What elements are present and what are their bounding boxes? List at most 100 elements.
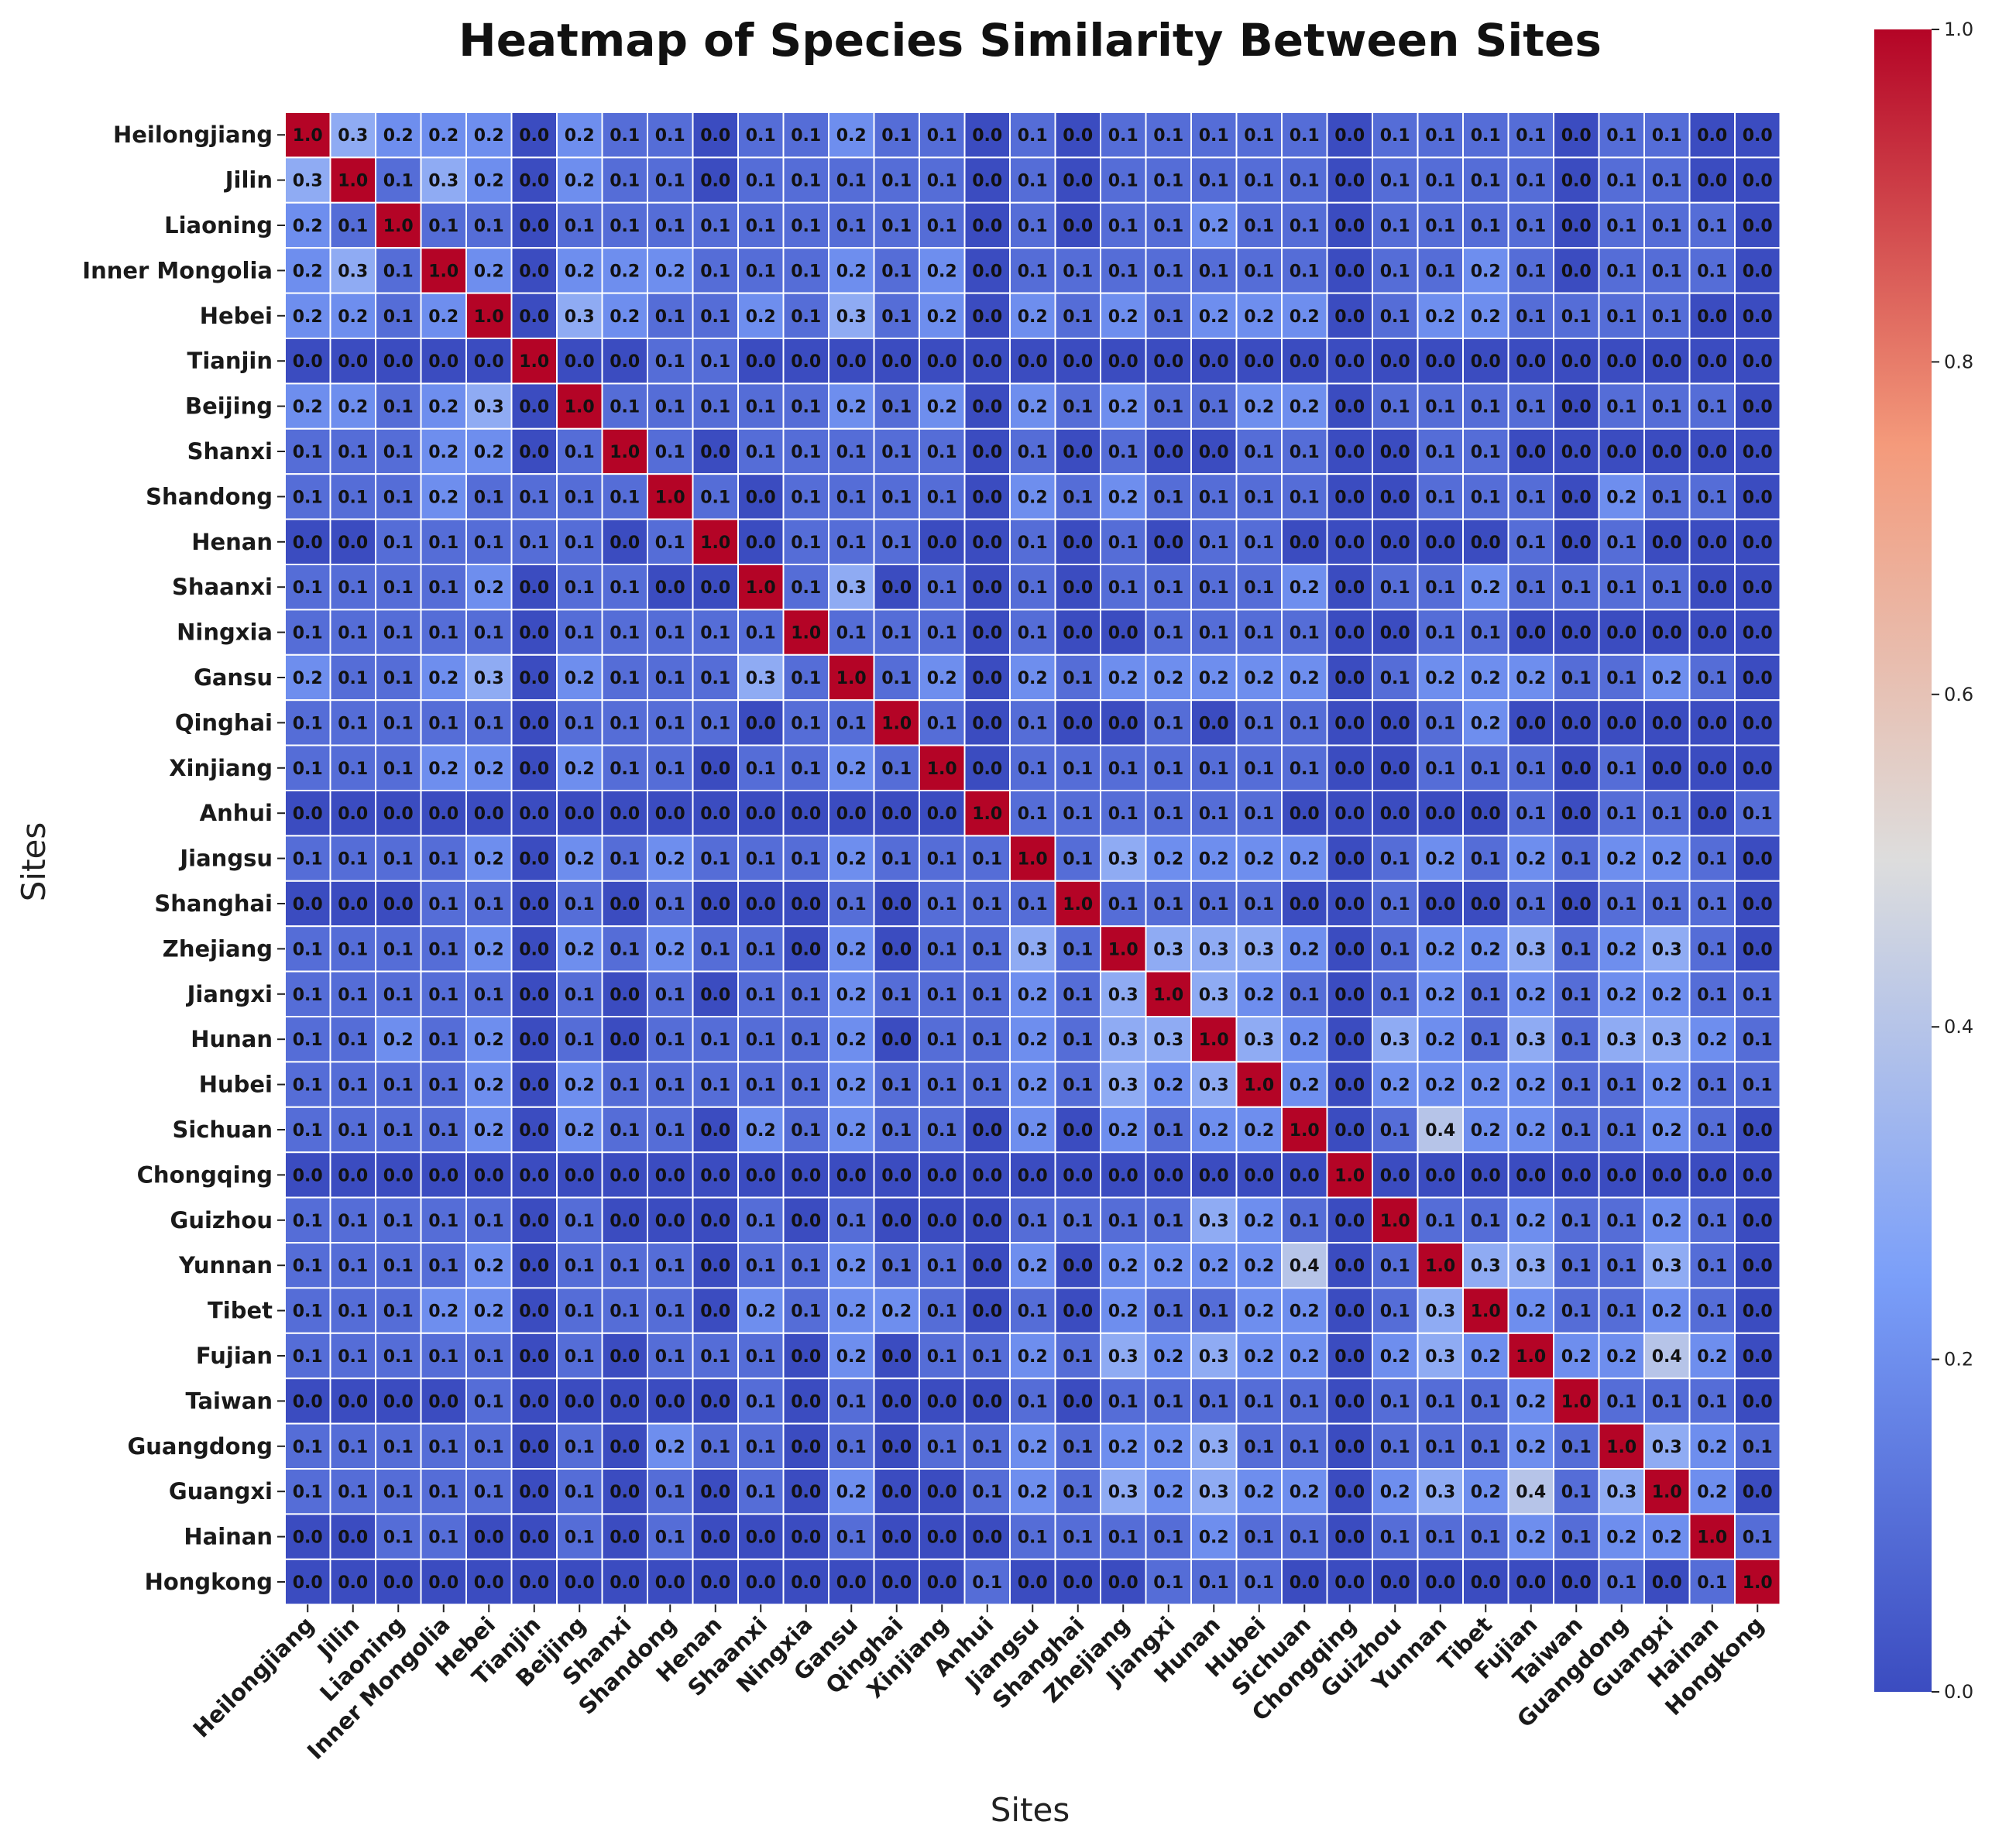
heatmap-cell-label: 0.2	[293, 217, 323, 236]
heatmap-cell	[1553, 338, 1600, 385]
heatmap-cell-label: 0.1	[1153, 126, 1183, 146]
heatmap-cell	[1145, 1196, 1192, 1244]
colorbar-tick-label: 1.0	[1944, 19, 1973, 40]
heatmap-cell	[963, 1061, 1011, 1108]
heatmap-cell	[1326, 247, 1373, 294]
heatmap-cell	[737, 1151, 785, 1199]
heatmap-cell-label: 0.1	[1471, 850, 1501, 870]
heatmap-cell-label: 0.0	[1697, 805, 1727, 824]
heatmap-cell-label: 0.2	[1018, 398, 1048, 417]
heatmap-cell	[873, 1061, 920, 1108]
heatmap-cell-label: 0.2	[655, 262, 685, 281]
heatmap-cell	[873, 1242, 920, 1289]
heatmap-cell	[329, 201, 376, 249]
heatmap-cell-label: 0.1	[791, 398, 821, 417]
heatmap-cell-label: 0.0	[610, 1483, 640, 1502]
heatmap-cell	[647, 1061, 694, 1108]
heatmap-cell-label: 0.0	[1425, 533, 1455, 553]
heatmap-cell-label: 0.0	[746, 352, 776, 372]
heatmap-cell-label: 0.1	[1561, 578, 1592, 598]
heatmap-cell	[375, 201, 422, 249]
heatmap-cell	[510, 880, 558, 928]
heatmap-cell-label: 1.0	[1244, 1076, 1274, 1096]
heatmap-cell-label: 0.0	[655, 1166, 685, 1185]
heatmap-cell	[737, 247, 785, 294]
heatmap-cell	[828, 338, 875, 385]
heatmap-cell-label: 0.1	[293, 1031, 323, 1050]
heatmap-cell	[556, 699, 603, 746]
heatmap-cell	[465, 1287, 513, 1334]
heatmap-cell-label: 0.1	[1153, 488, 1183, 507]
heatmap-cell-label: 0.1	[610, 1302, 640, 1322]
heatmap-cell	[1009, 925, 1056, 973]
heatmap-cell	[510, 744, 558, 791]
heatmap-cell-label: 0.1	[1561, 940, 1592, 959]
heatmap-cell-label: 0.0	[1334, 760, 1365, 779]
heatmap-cell	[1734, 880, 1781, 928]
heatmap-cell-label: 0.1	[1063, 1483, 1093, 1502]
heatmap-cell	[963, 880, 1011, 928]
heatmap-cell-label: 0.1	[338, 624, 368, 643]
heatmap-cell-label: 0.0	[1743, 1212, 1773, 1231]
heatmap-cell	[828, 247, 875, 294]
heatmap-cell-label: 0.0	[1471, 895, 1501, 914]
heatmap-cell-label: 0.1	[1063, 1347, 1093, 1367]
heatmap-cell-label: 0.1	[655, 1076, 685, 1096]
heatmap-cell	[1100, 880, 1147, 928]
heatmap-cell	[465, 654, 513, 702]
heatmap-cell	[873, 338, 920, 385]
heatmap-cell-label: 0.1	[565, 1257, 595, 1276]
heatmap-cell	[284, 473, 331, 520]
heatmap-cell	[329, 835, 376, 882]
heatmap-cell-label: 0.1	[1018, 578, 1048, 598]
heatmap-cell	[1553, 201, 1600, 249]
heatmap-cell	[919, 744, 966, 791]
heatmap-cell	[873, 156, 920, 204]
row-label: Guangdong	[127, 1433, 273, 1460]
heatmap-cell-label: 0.0	[1743, 1347, 1773, 1367]
heatmap-cell-label: 0.1	[1606, 1121, 1636, 1141]
heatmap-cell-label: 0.0	[383, 895, 414, 914]
heatmap-cell	[1553, 880, 1600, 928]
heatmap-cell-label: 0.0	[1652, 760, 1682, 779]
heatmap-cell-label: 0.1	[610, 1257, 640, 1276]
heatmap-cell-label: 0.1	[927, 1076, 957, 1096]
heatmap-cell	[692, 699, 739, 746]
heatmap-cell-label: 0.0	[1199, 352, 1229, 372]
heatmap-cell-label: 0.0	[881, 1166, 912, 1185]
heatmap-cell-label: 0.1	[1652, 126, 1682, 146]
heatmap-cell-label: 0.1	[836, 714, 867, 733]
heatmap-cell-label: 0.1	[338, 1302, 368, 1322]
heatmap-cell-label: 0.1	[428, 578, 458, 598]
heatmap-cell-label: 0.2	[1471, 307, 1501, 327]
heatmap-cell-label: 0.1	[1561, 1302, 1592, 1322]
heatmap-cell-label: 0.1	[1153, 624, 1183, 643]
heatmap-cell-label: 0.2	[1199, 307, 1229, 327]
heatmap-cell	[1145, 835, 1192, 882]
heatmap-cell-label: 0.0	[1561, 217, 1592, 236]
heatmap-cell-label: 0.1	[565, 1483, 595, 1502]
heatmap-cell-label: 0.0	[1561, 1166, 1592, 1185]
heatmap-cell-label: 0.2	[383, 1031, 414, 1050]
heatmap-cell	[1553, 427, 1600, 475]
heatmap-cell	[782, 790, 829, 837]
heatmap-cell-label: 0.1	[338, 1483, 368, 1502]
heatmap-cell-label: 0.0	[519, 760, 549, 779]
heatmap-cell-label: 0.0	[519, 578, 549, 598]
heatmap-cell	[420, 699, 467, 746]
heatmap-cell	[601, 338, 648, 385]
heatmap-cell-label: 0.1	[746, 1257, 776, 1276]
heatmap-cell-label: 0.0	[519, 940, 549, 959]
heatmap-cell-label: 0.1	[610, 1076, 640, 1096]
row-label: Shanghai	[154, 890, 273, 917]
heatmap-cell	[1734, 1242, 1781, 1289]
heatmap-cell	[737, 338, 785, 385]
heatmap-cell-label: 0.3	[836, 578, 867, 598]
heatmap-cell-label: 0.1	[428, 1076, 458, 1096]
heatmap-cell-label: 0.1	[700, 1438, 730, 1457]
heatmap-cell	[1417, 1242, 1464, 1289]
heatmap-cell-label: 0.1	[1652, 1392, 1682, 1412]
heatmap-cell-label: 0.1	[1018, 217, 1048, 236]
heatmap-cell-label: 0.1	[1290, 624, 1320, 643]
heatmap-cell	[329, 744, 376, 791]
